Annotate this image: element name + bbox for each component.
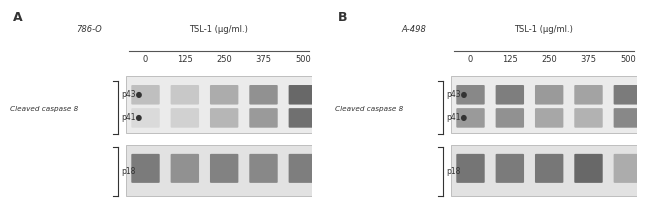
FancyBboxPatch shape [171,85,199,104]
Text: Cleaved caspase 8: Cleaved caspase 8 [335,106,403,113]
Text: 500: 500 [295,55,311,64]
FancyBboxPatch shape [535,108,564,128]
Text: TSL-1 (μg/ml.): TSL-1 (μg/ml.) [514,25,573,34]
FancyBboxPatch shape [125,76,312,133]
Text: A-498: A-498 [402,25,426,34]
FancyBboxPatch shape [131,154,160,183]
FancyBboxPatch shape [496,108,524,128]
FancyBboxPatch shape [210,154,239,183]
Text: p43●: p43● [121,90,142,99]
FancyBboxPatch shape [535,85,564,104]
FancyBboxPatch shape [456,85,485,104]
Text: 250: 250 [541,55,557,64]
FancyBboxPatch shape [131,108,160,128]
FancyBboxPatch shape [450,145,637,196]
FancyBboxPatch shape [171,108,199,128]
FancyBboxPatch shape [125,145,312,196]
Text: Cleaved caspase 8: Cleaved caspase 8 [10,106,78,113]
Text: 250: 250 [216,55,232,64]
Text: 125: 125 [502,55,517,64]
FancyBboxPatch shape [496,85,524,104]
Text: 786-O: 786-O [76,25,102,34]
Text: 500: 500 [620,55,636,64]
FancyBboxPatch shape [575,85,603,104]
FancyBboxPatch shape [456,108,485,128]
FancyBboxPatch shape [250,108,278,128]
Text: 0: 0 [143,55,148,64]
FancyBboxPatch shape [575,154,603,183]
FancyBboxPatch shape [250,85,278,104]
Text: p18: p18 [121,167,135,176]
FancyBboxPatch shape [131,85,160,104]
FancyBboxPatch shape [575,108,603,128]
FancyBboxPatch shape [614,154,642,183]
FancyBboxPatch shape [289,108,317,128]
FancyBboxPatch shape [289,154,317,183]
FancyBboxPatch shape [496,154,524,183]
FancyBboxPatch shape [289,85,317,104]
FancyBboxPatch shape [210,85,239,104]
FancyBboxPatch shape [171,154,199,183]
FancyBboxPatch shape [250,154,278,183]
Text: 375: 375 [255,55,272,64]
Text: 375: 375 [580,55,597,64]
FancyBboxPatch shape [210,108,239,128]
Text: 0: 0 [468,55,473,64]
FancyBboxPatch shape [614,108,642,128]
FancyBboxPatch shape [456,154,485,183]
Text: p41●: p41● [121,113,142,122]
FancyBboxPatch shape [450,76,637,133]
FancyBboxPatch shape [535,154,564,183]
Text: TSL-1 (μg/ml.): TSL-1 (μg/ml.) [189,25,248,34]
Text: A: A [12,11,22,24]
Text: B: B [337,11,347,24]
FancyBboxPatch shape [614,85,642,104]
Text: p41●: p41● [446,113,467,122]
Text: p43●: p43● [446,90,467,99]
Text: 125: 125 [177,55,192,64]
Text: p18: p18 [446,167,460,176]
